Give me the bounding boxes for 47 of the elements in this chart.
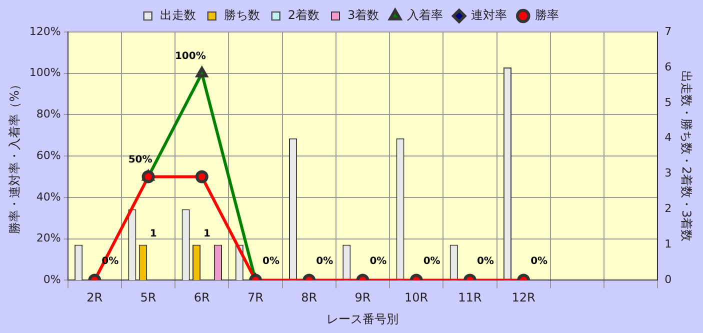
y2-tick-label: 7 [664,24,672,38]
point [142,170,155,184]
data-label: 1 [150,228,157,240]
y2-tick-label: 1 [664,238,672,251]
y-tick-label: 40% [36,190,61,204]
y2-tick-label: 3 [664,166,672,180]
x-axis-title: レース番号別 [326,312,399,326]
x-tick-label: 11R [458,290,482,305]
y-tick-label: 60% [36,148,61,162]
legend-label: 出走数 [160,8,196,22]
y2-tick-label: 4 [664,131,672,144]
y2-tick-label: 2 [664,202,672,216]
data-label: 0% [370,256,387,267]
y-axis-title: 勝率・連対率・入着率（%） [7,78,22,234]
legend-label: 連対率 [471,8,508,22]
x-tick-label: 8R [301,290,318,305]
data-label: 0% [262,256,280,267]
data-label: 0% [530,256,548,267]
point [195,170,208,184]
y-tick-label: 0% [43,273,61,286]
data-label: 1 [204,228,211,240]
data-label: 100% [174,50,206,62]
x-tick-label: 6R [194,290,210,305]
y2-tick-label: 0 [664,273,672,286]
y2-tick-label: 5 [664,96,672,109]
x-tick-label: 2R [86,290,103,305]
x-tick-label: 10R [404,290,428,305]
data-label: 0% [316,256,334,267]
x-tick-label: 5R [140,290,156,305]
point [196,66,208,78]
y2-tick-label: 6 [664,60,672,74]
x-tick-label: 7R [248,290,264,305]
y2-axis-title: 出走数・勝ち数・2着数・3着数 [680,70,694,242]
legend-label: 勝率 [535,8,560,22]
legend-label: 勝ち数 [224,8,260,22]
legend-label: 2着数 [288,8,320,22]
legend-label: 入着率 [407,8,444,22]
x-tick-label: 12R [512,290,536,305]
data-label: 0% [476,256,494,267]
y-tick-label: 100% [29,66,61,80]
x-tick-label: 9R [354,290,371,305]
legend-label: 3着数 [348,8,380,22]
data-label: 0% [423,256,440,267]
y-tick-label: 80% [36,108,61,121]
y-tick-label: 120% [29,24,61,38]
y-tick-label: 20% [36,232,61,245]
data-label: 50% [128,154,152,166]
